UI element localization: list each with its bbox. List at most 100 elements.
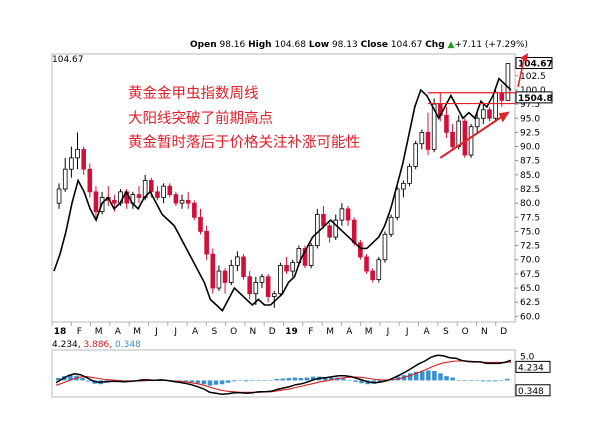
macd-hist-bar	[438, 373, 443, 381]
macd-hist-bar	[250, 380, 255, 381]
macd-hist-bar	[195, 380, 201, 384]
time-tick-label: D	[269, 327, 276, 337]
macd-hist-bar	[304, 377, 310, 381]
macd-hist-tag-label: 0.348	[518, 387, 544, 397]
last-price-tag	[515, 57, 553, 70]
candle-body	[216, 270, 222, 289]
macd-hist-bar	[310, 376, 316, 381]
macd-hist-bar	[492, 380, 498, 382]
macd-hist-bar	[377, 380, 383, 383]
candle-body	[228, 265, 234, 283]
candle-body	[345, 208, 351, 221]
macd-hist-bar	[450, 377, 455, 381]
candle-body	[136, 194, 142, 198]
macd-frame	[51, 349, 516, 398]
candle-body	[198, 216, 203, 232]
candle-body	[253, 281, 259, 295]
macd-hist-bar	[432, 370, 437, 381]
time-tick-label: O	[462, 327, 469, 337]
time-tick-label: J	[154, 327, 158, 337]
candle-body	[155, 191, 160, 198]
macd-hist-bar	[225, 380, 231, 383]
candle-body	[161, 185, 166, 198]
candle-body	[450, 132, 455, 147]
high-value: 104.68	[274, 40, 306, 50]
gold-price-tag	[515, 91, 553, 104]
breakout-arrow-head	[520, 53, 528, 62]
candle-body	[456, 120, 462, 147]
candle-body	[444, 115, 449, 133]
macd-tag	[515, 360, 551, 373]
macd-hist-bar	[219, 380, 225, 385]
macd-hist-bar	[68, 375, 73, 381]
price-tick-label: 75.0	[520, 227, 540, 237]
macd-hist-bar	[286, 378, 292, 381]
candle-body	[394, 188, 400, 218]
macd-hist-bar	[426, 370, 431, 381]
time-tick-label: J	[173, 327, 177, 337]
time-tick-label: A	[423, 327, 430, 337]
macd-hist-bar	[292, 377, 298, 381]
macd-legend: 4.234, 3.886, 0.348	[52, 340, 141, 350]
macd-hist-bar	[347, 379, 352, 381]
time-tick-label: A	[192, 327, 199, 337]
macd-hist-bar	[474, 380, 480, 381]
candle-body	[148, 180, 154, 193]
price-tick-label: 82.5	[520, 185, 540, 195]
macd-hist-bar	[444, 376, 449, 381]
macd-hist-bar	[207, 380, 213, 386]
macd-hist-bar	[341, 378, 346, 381]
macd-hist-bar	[213, 380, 219, 385]
candle-body	[425, 132, 431, 150]
time-tick-label: J	[386, 327, 390, 337]
macd-hist-bar	[468, 380, 474, 381]
time-tick-label: D	[500, 327, 507, 337]
time-tick-label: A	[115, 327, 122, 337]
macd-hist-bar	[244, 380, 249, 382]
macd-hist-bar	[462, 380, 468, 381]
time-tick-label: J	[405, 327, 409, 337]
price-tick-label: 77.5	[520, 213, 540, 223]
macd-hist-bar	[322, 377, 328, 381]
macd-tag-label: 4.234	[518, 363, 544, 373]
price-tick-label: 90.0	[520, 143, 540, 153]
candle-body	[222, 270, 228, 283]
candle-body	[192, 202, 197, 218]
price-tick-label: 95.0	[520, 114, 540, 124]
overlay-line	[53, 77, 512, 313]
candle-body	[499, 92, 505, 101]
price-tick-label: 67.5	[520, 270, 540, 280]
macd-tick-label: 5.0	[520, 353, 535, 363]
macd-hist-bar	[353, 380, 358, 382]
candle-body	[333, 219, 339, 238]
candle-body	[351, 219, 357, 244]
candle-body	[327, 225, 332, 238]
time-tick-label: S	[443, 327, 449, 337]
time-tick-label: N	[250, 327, 257, 337]
candle-body	[370, 270, 375, 280]
candle-body	[271, 293, 277, 297]
macd-hist-value: 0.348	[115, 340, 141, 350]
low-value: 98.13	[331, 40, 358, 50]
time-tick-label: N	[481, 327, 488, 337]
macd-value: 4.234,	[52, 340, 81, 350]
macd-hist-bar	[420, 371, 425, 381]
macd-hist-bar	[498, 380, 504, 381]
candle-body	[185, 199, 191, 204]
candle-body	[474, 117, 480, 128]
candle-body	[481, 109, 486, 119]
candle-body	[308, 245, 314, 266]
candle-body	[302, 248, 308, 266]
candle-body	[284, 265, 289, 272]
candle-body	[75, 148, 80, 159]
macd-hist-bar	[480, 380, 486, 382]
uptrend-arrow-head	[498, 111, 510, 123]
price-tick-label: 80.0	[520, 199, 540, 209]
time-tick-label: F	[77, 327, 82, 337]
macd-hist-bar	[92, 380, 97, 384]
price-tick-label: 60.0	[520, 312, 540, 322]
candle-body	[493, 92, 498, 119]
candle-body	[179, 199, 185, 204]
candle-body	[62, 168, 68, 190]
candle-body	[487, 109, 492, 119]
